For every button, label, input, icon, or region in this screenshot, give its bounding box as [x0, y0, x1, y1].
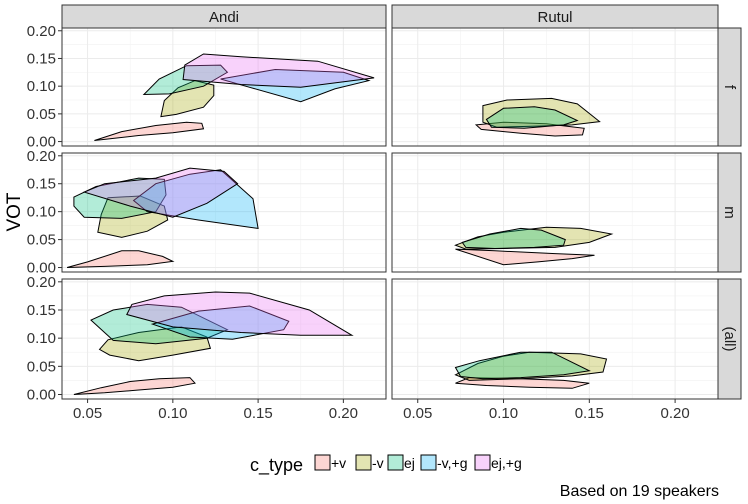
hull-ej [454, 351, 591, 380]
legend-item-ej: ej [387, 454, 415, 471]
y-axis-title: VOT [4, 192, 25, 231]
y-tick-label: 0.10 [27, 204, 56, 221]
y-tick-label: 0.20 [27, 148, 56, 165]
y-tick-label: 0.15 [27, 50, 56, 67]
hull-group [66, 167, 259, 268]
y-tick-label: 0.05 [27, 232, 56, 249]
hull-v [455, 377, 590, 389]
y-tick-label: 0.05 [27, 358, 56, 375]
legend-key [474, 454, 491, 471]
panel-rutul-f [391, 27, 719, 147]
y-tick-label: 0.10 [27, 78, 56, 95]
strip-label-rutul: Rutul [537, 9, 572, 26]
panel-andi-f [61, 27, 387, 147]
panel-border [61, 278, 387, 400]
hull-ej [90, 303, 229, 345]
strips-layer: Andi Rutul f m (all) [61, 4, 742, 400]
x-tick-label: 0.15 [244, 405, 273, 422]
strip-label-row: f [721, 85, 738, 90]
strip-label-row: (all) [721, 327, 738, 352]
panel-andi-m [61, 152, 387, 273]
hull-ej-g [82, 167, 239, 218]
legend-label: -v,+g [437, 455, 467, 471]
legend-label: -v [372, 455, 384, 471]
panel-rutul-m [391, 152, 719, 273]
strip-column [61, 4, 387, 29]
hull-v [454, 351, 608, 381]
hull-v-g [132, 169, 259, 229]
hull-v-g [150, 305, 290, 340]
strip-row [717, 278, 742, 400]
y-tick-label: 0.00 [27, 260, 56, 277]
hull-v [66, 250, 175, 268]
y-tick-label: 0.00 [27, 386, 56, 403]
x-tick-label: 0.20 [329, 405, 358, 422]
hull-group [94, 53, 375, 141]
legend-key [387, 454, 404, 471]
legend-key [314, 454, 331, 471]
legend-label: ej,+g [491, 455, 522, 471]
strip-column [391, 4, 719, 29]
legend-label: ej [404, 455, 415, 471]
y-tick-label: 0.15 [27, 176, 56, 193]
y-tick-label: 0.05 [27, 106, 56, 123]
panel-background [61, 27, 387, 147]
panel-background [391, 27, 719, 147]
panels-layer [61, 27, 719, 400]
strip-label-row: m [721, 206, 738, 219]
y-tick-label: 0.10 [27, 330, 56, 347]
panel-rutul-all [391, 278, 719, 400]
hull-group [454, 351, 608, 389]
legend-title: c_type [250, 455, 303, 476]
hull-ej [485, 106, 579, 129]
y-tick-label: 0.15 [27, 302, 56, 319]
x-tick-label: 0.10 [489, 405, 518, 422]
caption: Based on 19 speakers [560, 483, 719, 500]
x-tick-label: 0.20 [661, 405, 690, 422]
hull-group [73, 291, 354, 395]
x-tick-label: 0.15 [575, 405, 604, 422]
hull-v [160, 80, 215, 118]
panel-border [61, 152, 387, 273]
hull-v [73, 377, 196, 395]
panel-background [391, 278, 719, 400]
hull-v [455, 248, 595, 266]
panel-andi-all [61, 278, 387, 400]
legend-item-v-g: -v,+g [420, 454, 467, 471]
strip-row [717, 27, 742, 147]
axes-layer: 0.000.050.100.150.200.000.050.100.150.20… [27, 23, 690, 422]
hull-group [454, 226, 614, 266]
y-tick-label: 0.20 [27, 23, 56, 40]
legend-item-v: +v [314, 454, 346, 471]
y-tick-label: 0.20 [27, 274, 56, 291]
legend-key [355, 454, 372, 471]
legend: c_type +v -v ej -v,+g ej,+g [250, 454, 522, 476]
y-tick-label: 0.00 [27, 134, 56, 151]
hull-v-g [220, 68, 371, 103]
legend-label: +v [331, 455, 346, 471]
hull-ej [461, 227, 566, 250]
strip-row [717, 152, 742, 273]
hull-ej-g [126, 291, 354, 336]
strip-label-andi: Andi [209, 9, 239, 26]
hull-group [474, 97, 601, 137]
legend-item-ej-g: ej,+g [474, 454, 522, 471]
legend-key [420, 454, 437, 471]
x-tick-label: 0.05 [403, 405, 432, 422]
hull-v [94, 121, 205, 141]
panel-background [391, 152, 719, 273]
legend-item-v: -v [355, 454, 384, 471]
x-tick-label: 0.05 [73, 405, 102, 422]
hull-ej-g [182, 53, 375, 88]
x-tick-label: 0.10 [158, 405, 187, 422]
